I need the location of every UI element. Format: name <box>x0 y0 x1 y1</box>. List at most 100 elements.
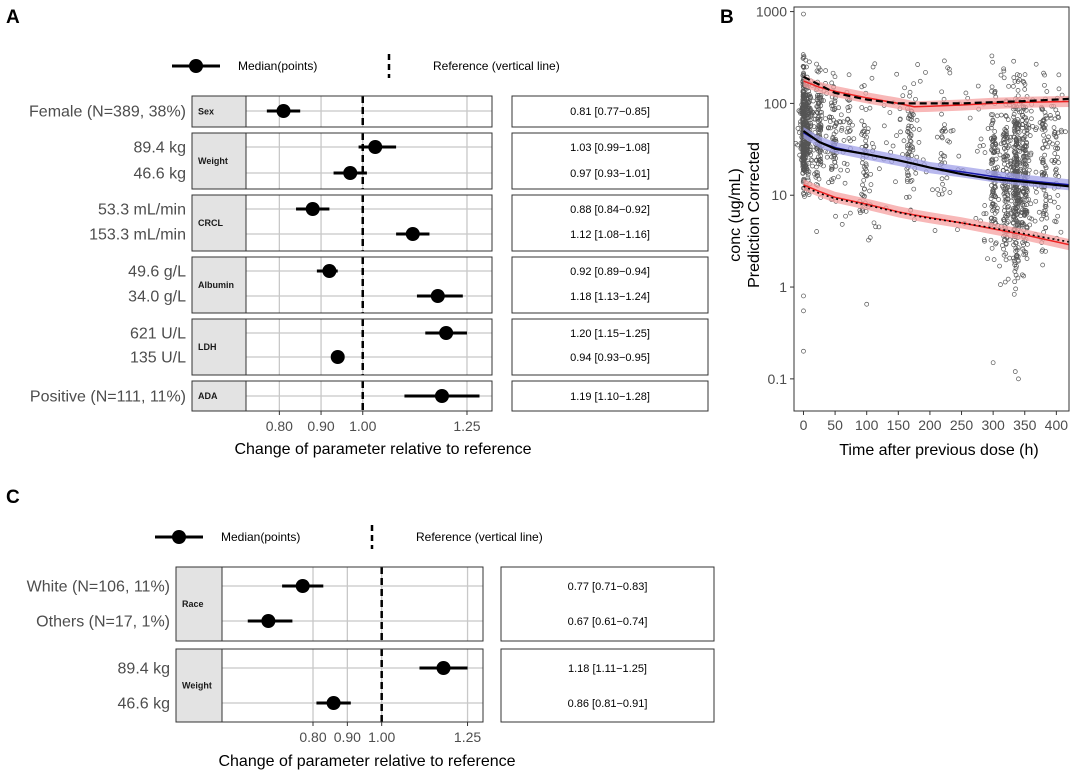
observed-point <box>1011 58 1017 64</box>
observed-point <box>1042 123 1048 128</box>
observed-point <box>1020 220 1026 226</box>
observed-point <box>1028 150 1034 156</box>
observed-point <box>844 161 850 167</box>
observed-point <box>827 114 832 120</box>
observed-point <box>831 107 837 112</box>
observed-point <box>1013 149 1018 155</box>
observed-point <box>1039 216 1045 222</box>
observed-point <box>993 241 998 247</box>
observed-point <box>1015 275 1021 281</box>
observed-point <box>916 127 922 132</box>
observed-point <box>1014 138 1019 143</box>
observed-point <box>939 111 944 117</box>
observed-point <box>992 194 998 200</box>
observed-point <box>1051 199 1057 205</box>
observed-point <box>991 204 997 210</box>
observed-point <box>1001 66 1007 72</box>
observed-point <box>818 156 823 162</box>
median-point <box>405 227 420 241</box>
observed-point <box>1026 158 1032 163</box>
observed-point <box>993 166 998 171</box>
observed-point <box>1044 89 1050 94</box>
x-tick-label: 100 <box>855 417 879 433</box>
observed-point <box>1051 125 1057 130</box>
observed-point <box>823 116 828 122</box>
observed-point <box>1002 153 1008 158</box>
observed-point <box>796 108 802 114</box>
observed-point <box>846 72 852 78</box>
observed-point <box>1011 291 1017 297</box>
observed-point <box>989 84 995 90</box>
observed-point <box>1015 79 1021 84</box>
value-box <box>511 256 709 314</box>
observed-point <box>863 163 869 169</box>
y-tick-label: 1000 <box>756 4 787 20</box>
group-plot-background <box>176 649 483 722</box>
group-plot-frame <box>191 256 493 314</box>
strip-label: Race <box>182 599 204 609</box>
group-sex: Sex Female (N=389, 38%) 0.81 [0.77−0.85] <box>29 95 709 128</box>
group-plot-frame <box>191 95 493 128</box>
group-plot-frame <box>191 318 493 376</box>
median-point <box>326 696 341 710</box>
observed-point <box>864 168 869 174</box>
observed-point <box>818 128 823 133</box>
observed-point <box>935 187 940 192</box>
observed-point <box>997 152 1003 158</box>
legend-median-label: Median(points) <box>221 530 300 544</box>
value-box <box>511 380 709 412</box>
x-tick-label: 400 <box>1045 417 1069 433</box>
observed-point <box>1011 209 1017 215</box>
observed-point <box>906 123 912 129</box>
observed-point <box>838 167 844 173</box>
observed-point <box>963 90 969 96</box>
observed-point <box>863 173 869 178</box>
observed-point <box>907 149 912 155</box>
value-box <box>511 318 709 376</box>
observed-point <box>839 128 844 133</box>
x-tick-label: 300 <box>981 417 1005 433</box>
observed-point <box>865 126 871 132</box>
observed-point <box>1041 132 1046 138</box>
observed-point <box>1011 111 1017 117</box>
observed-point <box>795 126 801 131</box>
observed-point <box>1044 115 1050 121</box>
strip-label-box <box>191 318 247 376</box>
observed-point <box>1021 161 1026 167</box>
observed-point <box>801 191 806 196</box>
observed-point <box>983 211 989 216</box>
observed-point <box>1001 246 1006 252</box>
observed-point <box>994 208 1000 214</box>
x-tick-label: 0.80 <box>266 418 293 434</box>
observed-point <box>998 112 1004 118</box>
strip-label: Weight <box>182 681 212 691</box>
observed-point <box>1013 201 1019 207</box>
observed-point <box>947 70 953 76</box>
observed-point <box>998 72 1004 78</box>
observed-point <box>1043 165 1049 171</box>
strip-label: LDH <box>198 342 217 352</box>
observed-point <box>1059 129 1064 135</box>
observed-point <box>813 174 819 180</box>
observed-point <box>1017 73 1022 78</box>
observed-point <box>829 179 835 185</box>
observed-point <box>803 150 809 156</box>
observed-point <box>939 89 945 95</box>
observed-point <box>803 161 809 166</box>
observed-point <box>814 164 819 170</box>
observed-point <box>1052 151 1058 156</box>
observed-point <box>934 134 940 140</box>
observed-point <box>1043 193 1049 199</box>
observed-point <box>911 186 917 192</box>
observed-point <box>1020 122 1025 128</box>
observed-point <box>1044 215 1050 221</box>
panel-a-forest-plot: Sex Female (N=389, 38%) 0.81 [0.77−0.85] We… <box>29 95 709 434</box>
x-tick-label: 1.00 <box>349 418 376 434</box>
observed-point <box>811 124 817 129</box>
observed-point <box>948 128 954 134</box>
median-point <box>261 614 276 628</box>
panel-a-letter: A <box>6 7 20 28</box>
observed-point <box>1022 129 1027 135</box>
observed-point <box>1042 141 1048 147</box>
observed-point <box>1022 144 1028 149</box>
